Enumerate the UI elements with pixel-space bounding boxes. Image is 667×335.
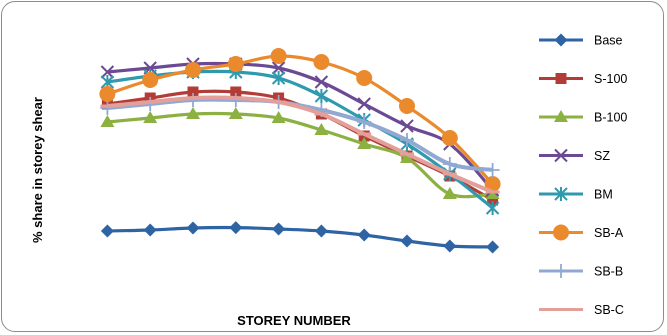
legend-label-sz: SZ (594, 149, 610, 163)
data-point-bm-5 (271, 71, 286, 85)
legend-item-base: Base (539, 33, 623, 48)
data-point-bm-10 (485, 201, 500, 215)
data-point-sz-6 (314, 75, 329, 89)
data-point-b-100-8 (400, 151, 414, 163)
legend-label-base: Base (594, 34, 623, 48)
data-point-b-100-5 (271, 111, 286, 123)
legend-item-sb-b: SB-B (539, 264, 623, 279)
series-line-sb-a (106, 54, 494, 186)
legend-marker-sb-b (554, 264, 568, 278)
data-point-b-100-1 (100, 115, 115, 127)
legend: Base S-100 B-100 SZ BM SB-A SB-B SB-C (539, 33, 627, 317)
x-axis-title: STOREY NUMBER (237, 313, 351, 328)
data-point-base-5 (272, 222, 286, 236)
legend-marker-s-100 (555, 73, 567, 84)
data-point-s-100-4 (230, 86, 242, 98)
legend-label-sb-c: SB-C (594, 303, 624, 317)
legend-marker-sb-a (553, 224, 569, 241)
data-point-sb-a-7 (356, 70, 373, 86)
data-point-sb-b-1 (100, 101, 115, 115)
data-point-b-100-3 (186, 107, 200, 119)
legend-item-bm: BM (539, 187, 613, 202)
data-point-sb-a-3 (185, 62, 201, 78)
data-point-base-10 (486, 240, 500, 254)
legend-item-s-100: S-100 (539, 72, 627, 86)
data-point-b-100-6 (314, 123, 329, 135)
y-axis-title: % share in storey shear (30, 97, 45, 243)
data-point-base-2 (143, 223, 157, 237)
data-point-sz-5 (271, 61, 286, 75)
legend-label-s-100: S-100 (594, 72, 627, 86)
series-line-sz (107, 61, 494, 192)
data-point-s-100-10 (487, 194, 499, 206)
data-point-sb-b-7 (357, 115, 372, 129)
series-line-bm (107, 69, 494, 210)
data-point-sb-b-9 (442, 157, 457, 171)
series-line-sb-c (107, 95, 494, 194)
data-point-bm-6 (314, 89, 329, 103)
series-base (100, 221, 500, 254)
series-b-100 (100, 107, 500, 199)
legend-marker-b-100 (554, 110, 568, 122)
data-point-base-7 (357, 228, 371, 242)
data-point-sz-1 (100, 65, 115, 79)
series-sb-a (99, 48, 501, 192)
legend-label-bm: BM (594, 188, 613, 202)
data-point-sz-8 (400, 119, 414, 133)
data-point-b-100-7 (357, 137, 372, 149)
data-point-sb-a-1 (99, 86, 116, 102)
series-layer (99, 48, 501, 254)
data-point-sb-a-2 (142, 72, 159, 88)
data-point-b-100-9 (442, 187, 457, 199)
legend-item-sb-c: SB-C (539, 303, 624, 317)
data-point-sb-b-10 (485, 163, 500, 177)
legend-marker-base (554, 33, 568, 47)
data-point-sb-a-6 (313, 54, 330, 70)
legend-marker-sz (554, 148, 568, 163)
legend-item-sb-a: SB-A (539, 224, 624, 241)
series-line-b-100 (107, 111, 493, 199)
legend-label-sb-b: SB-B (594, 265, 623, 279)
data-point-b-100-2 (143, 111, 158, 123)
data-point-base-1 (100, 224, 114, 238)
data-point-sb-a-8 (399, 98, 415, 114)
legend-item-sz: SZ (539, 148, 610, 163)
legend-marker-bm (554, 187, 568, 201)
data-point-sb-a-10 (484, 176, 501, 192)
data-point-s-100-3 (187, 86, 199, 98)
data-point-base-3 (186, 221, 200, 235)
data-point-sb-b-8 (400, 133, 414, 147)
data-point-sb-a-5 (270, 48, 287, 64)
data-point-sb-a-4 (227, 56, 244, 72)
data-point-sz-7 (357, 97, 371, 111)
series-sb-c (100, 95, 500, 194)
legend-label-b-100: B-100 (594, 111, 627, 125)
data-point-base-8 (400, 234, 414, 248)
data-point-b-100-4 (228, 107, 243, 119)
data-point-sb-a-9 (441, 130, 458, 146)
series-bm (100, 65, 500, 215)
data-point-base-9 (443, 239, 457, 253)
legend-item-b-100: B-100 (539, 110, 627, 125)
data-point-base-6 (314, 224, 328, 238)
legend-label-sb-a: SB-A (594, 226, 624, 240)
data-point-base-4 (229, 221, 243, 235)
series-line-base (107, 225, 493, 249)
